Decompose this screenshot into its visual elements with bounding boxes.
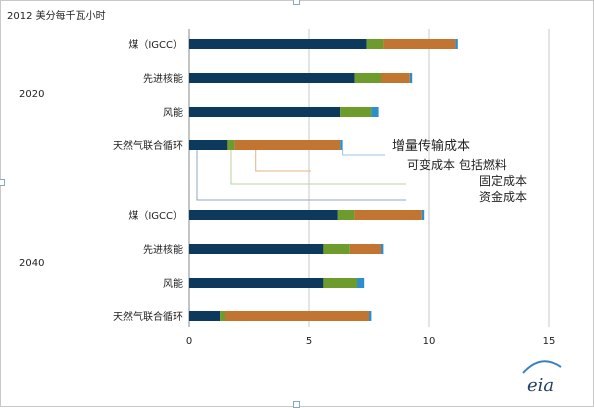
bar-segment-2020-1-s2: [381, 73, 410, 83]
bar-segment-2040-3-s2: [225, 311, 369, 321]
category-label-2020-1: 先进核能: [143, 72, 183, 85]
category-label-2020-2: 风能: [163, 106, 183, 119]
bar-segment-2040-3-s3: [369, 311, 372, 321]
bar-segment-2040-3-s1: [220, 311, 225, 321]
selection-handle-left[interactable]: [0, 179, 5, 186]
category-label-2040-2: 风能: [163, 277, 183, 290]
annotation-transmission: 增量传输成本: [392, 138, 470, 154]
x-tick-label-10: 10: [423, 336, 436, 347]
bar-segment-2020-2-s0: [189, 107, 341, 117]
group-label-2040: 2040: [19, 258, 44, 269]
bar-segment-2020-1-s1: [354, 73, 381, 83]
bar-segment-2040-2-s0: [189, 278, 324, 288]
eia-logo-swoosh: [522, 360, 562, 374]
x-axis-ticks: 0 5 10 15: [186, 336, 556, 347]
x-tick-label-5: 5: [306, 336, 312, 347]
bar-segment-2040-0-s2: [354, 210, 422, 220]
bar-segment-2040-2-s1: [323, 278, 357, 288]
category-label-2040-3: 天然气联合循环: [113, 310, 183, 323]
bar-segment-2020-3-s1: [227, 140, 235, 150]
bar-segment-2040-1-s0: [189, 244, 324, 254]
bar-segment-2020-0-s2: [383, 39, 456, 49]
category-label-2040-1: 先进核能: [143, 243, 183, 256]
annotation-fixed: 固定成本: [479, 173, 527, 188]
bar-segment-2040-2-s3: [357, 278, 365, 288]
leader-line-transmission: [342, 150, 385, 156]
bar-segment-2040-0-s1: [337, 210, 355, 220]
bar-segment-2020-3-s2: [234, 140, 341, 150]
leader-line-fixed: [230, 150, 406, 185]
bar-segment-2040-1-s3: [381, 244, 384, 254]
bar-segment-2020-2-s1: [340, 107, 372, 117]
eia-logo-text: eia: [527, 375, 554, 396]
chart-title: 2012 美分每千瓦小时: [7, 9, 106, 22]
bar-segment-2020-1-s3: [409, 73, 413, 83]
category-label-2040-0: 煤（IGCC）: [128, 209, 183, 222]
annotation-capital: 资金成本: [479, 189, 527, 204]
annotation-variable: 可变成本 包括燃料: [407, 157, 507, 172]
annotation-leaders: [196, 150, 406, 201]
leader-line-capital: [196, 150, 406, 201]
bar-segment-2020-0-s1: [366, 39, 384, 49]
bar-segment-2020-1-s0: [189, 73, 355, 83]
bar-segment-2020-0-s0: [189, 39, 367, 49]
bar-segment-2040-1-s2: [349, 244, 381, 254]
bar-segment-2040-3-s0: [189, 311, 221, 321]
x-tick-label-0: 0: [186, 336, 192, 347]
selection-handle-top[interactable]: [293, 0, 300, 5]
bar-segment-2020-2-s3: [371, 107, 379, 117]
bar-segment-2020-0-s3: [455, 39, 458, 49]
bar-segment-2040-1-s1: [323, 244, 350, 254]
x-tick-label-15: 15: [543, 336, 556, 347]
bar-segment-2020-3-s3: [340, 140, 343, 150]
bars-layer: [189, 39, 458, 321]
leader-line-variable: [255, 150, 311, 172]
bar-segment-2020-3-s0: [189, 140, 228, 150]
eia-logo: eia: [522, 360, 562, 396]
bar-segment-2040-0-s3: [421, 210, 425, 220]
category-label-2020-0: 煤（IGCC）: [128, 38, 183, 51]
group-labels: 2020 2040: [19, 89, 44, 269]
bar-segment-2040-0-s0: [189, 210, 338, 220]
category-label-2020-3: 天然气联合循环: [113, 139, 183, 152]
group-label-2020: 2020: [19, 89, 44, 100]
